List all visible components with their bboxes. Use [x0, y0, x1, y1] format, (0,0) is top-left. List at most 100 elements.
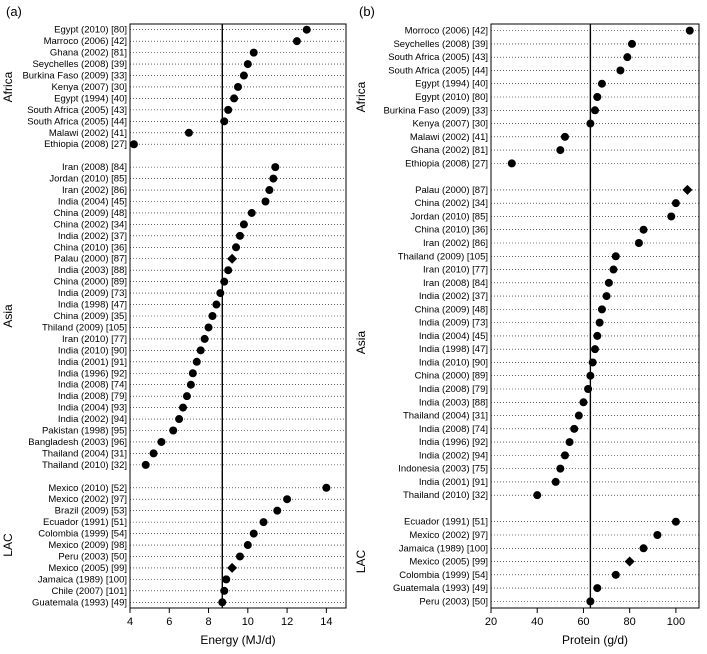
- row-label: Ghana (2002) [81]: [50, 48, 127, 59]
- row-label: India (2003) [88]: [419, 397, 488, 408]
- x-tick-label: 80: [624, 616, 636, 628]
- marker-circle: [269, 175, 277, 183]
- row-label: India (2009) [73]: [58, 288, 127, 299]
- region-label: Africa: [354, 81, 368, 112]
- marker-circle: [197, 346, 205, 354]
- marker-circle: [598, 80, 606, 88]
- marker-circle: [598, 305, 606, 313]
- marker-diamond: [227, 563, 237, 573]
- marker-circle: [628, 40, 636, 48]
- marker-circle: [570, 425, 578, 433]
- marker-circle: [183, 392, 191, 400]
- marker-circle: [260, 518, 268, 526]
- row-label: Marroco (2006) [42]: [44, 36, 127, 47]
- row-label: India (2002) [94]: [58, 414, 127, 425]
- marker-circle: [575, 412, 583, 420]
- x-tick-label: 40: [531, 616, 543, 628]
- row-label: Peru (2003) [50]: [419, 596, 488, 607]
- panel-b-label: (b): [359, 4, 375, 19]
- row-label: India (2008) [79]: [58, 391, 127, 402]
- row-label: Egypt (1994) [40]: [415, 79, 488, 90]
- region-label: Africa: [1, 71, 15, 102]
- marker-circle: [591, 345, 599, 353]
- marker-circle: [244, 541, 252, 549]
- row-label: Egypt (2010) [80]: [54, 25, 127, 36]
- row-label: Colombia (1999) [54]: [38, 529, 127, 540]
- row-label: India (1998) [47]: [58, 300, 127, 311]
- row-label: Guatemala (1993) [49]: [32, 597, 127, 608]
- marker-circle: [212, 301, 220, 309]
- row-label: India (2001) [91]: [58, 357, 127, 368]
- marker-circle: [230, 94, 238, 102]
- row-label: Mexico (2002) [97]: [409, 530, 488, 541]
- marker-circle: [244, 60, 252, 68]
- marker-circle: [640, 544, 648, 552]
- marker-circle: [240, 72, 248, 80]
- marker-circle: [220, 587, 228, 595]
- x-tick-label: 60: [577, 616, 589, 628]
- row-label: Ecuador (1991) [51]: [43, 517, 127, 528]
- row-label: Iran (2010) [77]: [62, 334, 127, 345]
- row-label: Malawi (2002) [41]: [49, 128, 127, 139]
- marker-circle: [236, 552, 244, 560]
- row-label: China (2010) [36]: [415, 225, 488, 236]
- marker-circle: [635, 239, 643, 247]
- marker-circle: [556, 465, 564, 473]
- row-label: Pakistan (1998) [95]: [42, 426, 127, 437]
- marker-circle: [322, 484, 330, 492]
- row-label: Iran (2002) [86]: [62, 185, 127, 196]
- row-label: India (2010) [90]: [419, 357, 488, 368]
- row-label: Mexico (2005) [99]: [48, 563, 127, 574]
- row-label: Thailand (2004) [31]: [42, 448, 127, 459]
- row-label: Egypt (2010) [80]: [415, 92, 488, 103]
- row-label: Seychelles (2008) [39]: [393, 39, 488, 50]
- row-label: South Africa (2005) [44]: [388, 65, 488, 76]
- x-tick-label: 10: [242, 616, 254, 628]
- row-label: Ghana (2002) [81]: [411, 145, 488, 156]
- row-label: Palau (2000) [87]: [415, 185, 488, 196]
- row-label: Guatemala (1993) [49]: [393, 583, 488, 594]
- row-label: India (2004) [93]: [58, 403, 127, 414]
- row-label: Mexico (2005) [99]: [409, 557, 488, 568]
- marker-circle: [603, 292, 611, 300]
- panel-b-svg: Morroco (2006) [42]Seychelles (2008) [39…: [353, 0, 706, 654]
- row-label: India (2008) [74]: [419, 424, 488, 435]
- marker-circle: [283, 495, 291, 503]
- marker-circle: [261, 197, 269, 205]
- marker-circle: [208, 312, 216, 320]
- marker-circle: [248, 209, 256, 217]
- marker-circle: [201, 335, 209, 343]
- marker-circle: [293, 37, 301, 45]
- marker-circle: [175, 415, 183, 423]
- marker-circle: [142, 461, 150, 469]
- marker-circle: [605, 279, 613, 287]
- marker-circle: [250, 530, 258, 538]
- row-label: Seychelles (2008) [39]: [32, 59, 127, 70]
- marker-circle: [234, 83, 242, 91]
- x-tick-label: 14: [320, 616, 332, 628]
- row-label: Bangladesh (2003) [96]: [28, 437, 127, 448]
- row-label: South Africa (2005) [43]: [27, 105, 127, 116]
- marker-circle: [224, 106, 232, 114]
- row-label: South Africa (2005) [44]: [27, 116, 127, 127]
- x-tick-label: 4: [127, 616, 133, 628]
- marker-circle: [220, 278, 228, 286]
- region-label: Asia: [354, 331, 368, 355]
- x-tick-label: 100: [667, 616, 685, 628]
- marker-circle: [130, 140, 138, 148]
- row-label: India (2008) [79]: [419, 384, 488, 395]
- panel-b: (b) Morroco (2006) [42]Seychelles (2008)…: [353, 0, 706, 654]
- row-label: Egypt (1994) [40]: [54, 93, 127, 104]
- panel-a-svg: Egypt (2010) [80]Marroco (2006) [42]Ghan…: [0, 0, 353, 654]
- row-label: India (2002) [37]: [58, 231, 127, 242]
- marker-circle: [640, 226, 648, 234]
- marker-circle: [566, 438, 574, 446]
- row-label: Burkina Faso (2009) [33]: [22, 71, 127, 82]
- marker-circle: [205, 323, 213, 331]
- marker-circle: [240, 220, 248, 228]
- marker-circle: [216, 289, 224, 297]
- row-label: Jamaica (1989) [100]: [38, 574, 127, 585]
- row-label: Chile (2007) [101]: [51, 586, 127, 597]
- row-label: Indonesia (2003) [75]: [398, 464, 488, 475]
- panel-a-label: (a): [6, 4, 22, 19]
